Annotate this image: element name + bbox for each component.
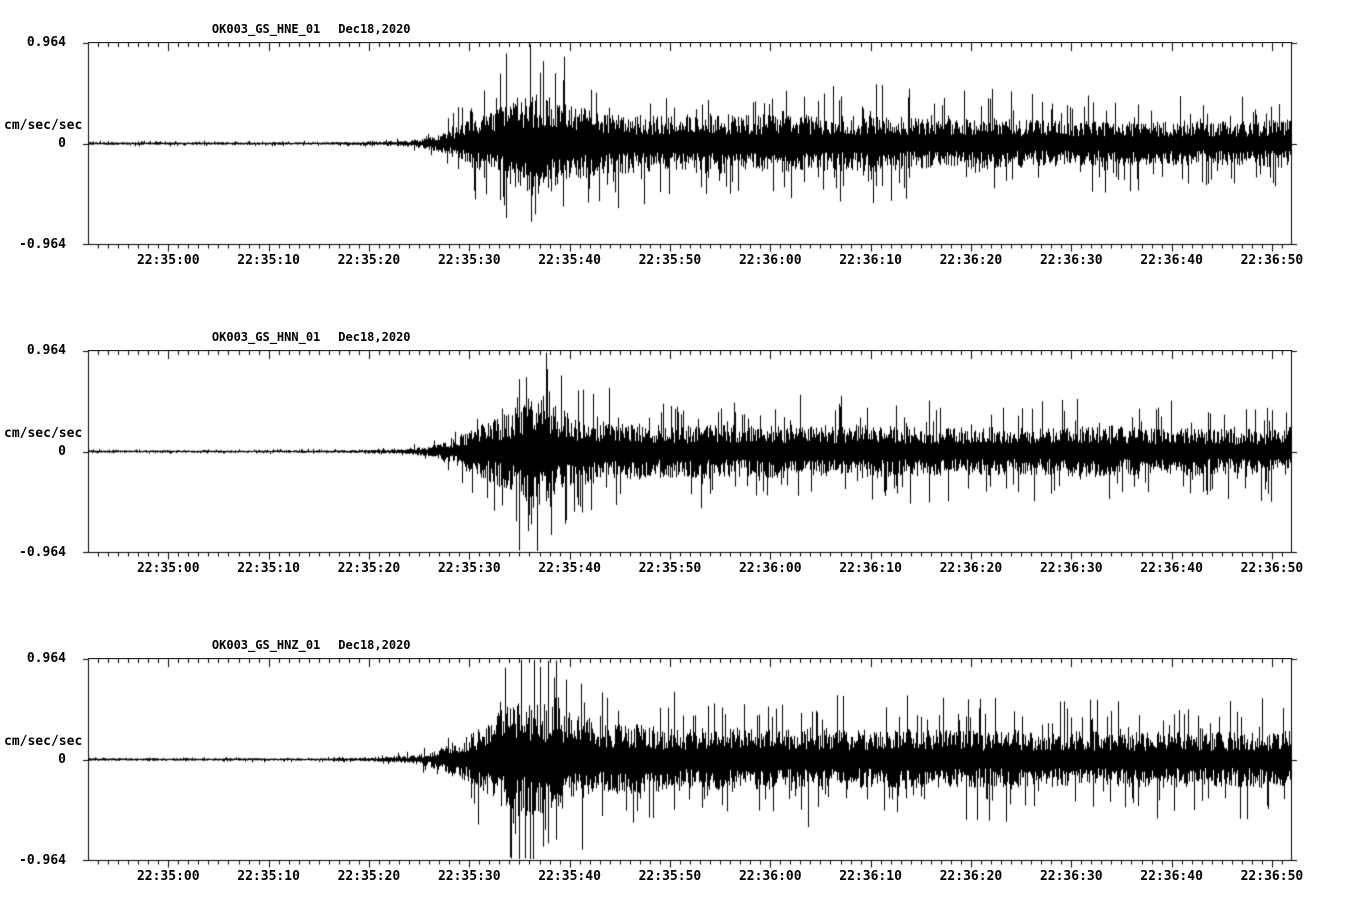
x-tick-label: 22:35:30 — [437, 253, 501, 268]
x-tick-label: 22:36:50 — [1240, 561, 1304, 576]
seismogram-panel-hne: OK003_GS_HNE_01 Dec18,2020 0.964 cm/sec/s… — [0, 0, 1358, 308]
x-tick-label: 22:35:50 — [638, 253, 702, 268]
x-tick-label: 22:36:30 — [1039, 869, 1103, 884]
x-tick-label: 22:36:00 — [738, 253, 802, 268]
waveform-canvas — [82, 658, 1298, 869]
y-axis-min-label: -0.964 — [19, 545, 66, 560]
y-axis-zero-label: 0 — [58, 136, 66, 151]
station-channel-label: OK003_GS_HNN_01 — [211, 330, 321, 344]
x-tick-label: 22:36:30 — [1039, 561, 1103, 576]
x-axis-tick-labels: 22:35:00 22:35:10 22:35:20 22:35:30 22:35:40… — [0, 869, 1358, 889]
station-channel-label: OK003_GS_HNZ_01 — [211, 638, 321, 652]
station-channel-label: OK003_GS_HNE_01 — [211, 22, 321, 36]
x-axis-tick-labels: 22:35:00 22:35:10 22:35:20 22:35:30 22:35:40… — [0, 561, 1358, 581]
x-tick-label: 22:36:00 — [738, 869, 802, 884]
x-tick-label: 22:36:20 — [939, 253, 1003, 268]
trace-title: OK003_GS_HNN_01 Dec18,2020 — [183, 316, 411, 358]
trace-date: Dec18,2020 — [338, 22, 411, 36]
x-tick-label: 22:35:30 — [437, 869, 501, 884]
x-tick-label: 22:36:50 — [1240, 869, 1304, 884]
x-tick-label: 22:35:00 — [136, 253, 200, 268]
waveform-canvas — [82, 42, 1298, 253]
x-tick-label: 22:35:30 — [437, 561, 501, 576]
x-tick-label: 22:35:10 — [237, 253, 300, 268]
x-tick-label: 22:35:20 — [337, 561, 401, 576]
x-tick-label: 22:35:40 — [538, 561, 601, 576]
x-tick-label: 22:35:10 — [237, 869, 300, 884]
x-tick-label: 22:35:20 — [337, 869, 401, 884]
x-tick-label: 22:36:20 — [939, 869, 1003, 884]
x-axis-tick-labels: 22:35:00 22:35:10 22:35:20 22:35:30 22:35:40… — [0, 253, 1358, 273]
y-axis-max-label: 0.964 — [26, 343, 66, 358]
x-tick-label: 22:36:50 — [1240, 253, 1304, 268]
x-tick-label: 22:36:30 — [1039, 253, 1103, 268]
x-tick-label: 22:35:40 — [538, 253, 601, 268]
x-tick-label: 22:35:20 — [337, 253, 401, 268]
seismogram-panel-hnz: OK003_GS_HNZ_01 Dec18,2020 0.964 cm/sec/s… — [0, 616, 1358, 924]
x-tick-label: 22:35:40 — [538, 869, 601, 884]
x-tick-label: 22:36:40 — [1140, 253, 1203, 268]
x-tick-label: 22:36:10 — [839, 869, 902, 884]
waveform-canvas — [82, 350, 1298, 561]
x-tick-label: 22:36:00 — [738, 561, 802, 576]
y-axis-max-label: 0.964 — [26, 35, 66, 50]
x-tick-label: 22:35:50 — [638, 869, 702, 884]
y-axis-units-label: cm/sec/sec — [4, 118, 83, 133]
y-axis-zero-label: 0 — [58, 444, 66, 459]
y-axis-max-label: 0.964 — [26, 651, 66, 666]
x-tick-label: 22:35:00 — [136, 561, 200, 576]
y-axis-min-label: -0.964 — [19, 237, 66, 252]
trace-title: OK003_GS_HNZ_01 Dec18,2020 — [183, 624, 411, 666]
trace-date: Dec18,2020 — [338, 638, 411, 652]
x-tick-label: 22:35:50 — [638, 561, 702, 576]
x-tick-label: 22:36:10 — [839, 561, 902, 576]
x-tick-label: 22:36:10 — [839, 253, 902, 268]
x-tick-label: 22:36:40 — [1140, 869, 1203, 884]
trace-date: Dec18,2020 — [338, 330, 411, 344]
y-axis-zero-label: 0 — [58, 752, 66, 767]
y-axis-units-label: cm/sec/sec — [4, 426, 83, 441]
x-tick-label: 22:36:40 — [1140, 561, 1203, 576]
trace-title: OK003_GS_HNE_01 Dec18,2020 — [183, 8, 411, 50]
y-axis-min-label: -0.964 — [19, 853, 66, 868]
x-tick-label: 22:36:20 — [939, 561, 1003, 576]
x-tick-label: 22:35:00 — [136, 869, 200, 884]
seismogram-panel-hnn: OK003_GS_HNN_01 Dec18,2020 0.964 cm/sec/s… — [0, 308, 1358, 616]
y-axis-units-label: cm/sec/sec — [4, 734, 83, 749]
x-tick-label: 22:35:10 — [237, 561, 300, 576]
